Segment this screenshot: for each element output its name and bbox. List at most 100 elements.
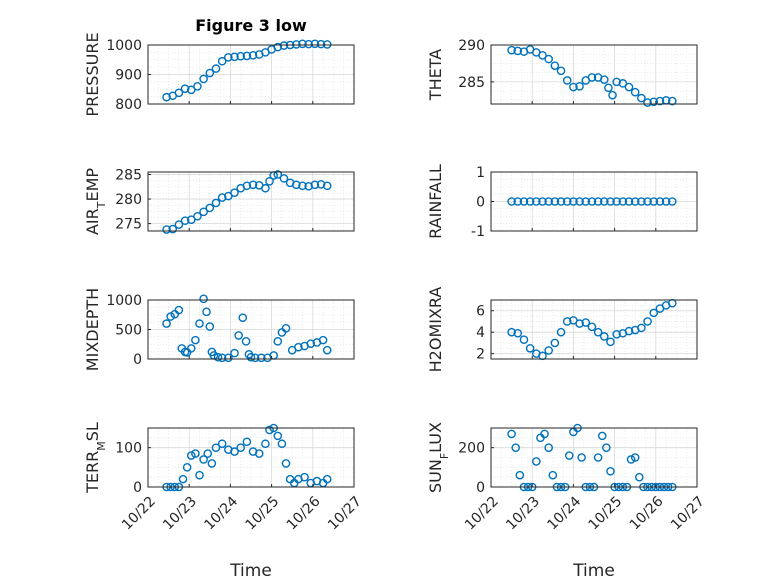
x-tick-label: 10/24 — [544, 493, 584, 533]
data-point — [174, 305, 184, 315]
data-point — [292, 180, 301, 190]
subplot-7: 0 100 10/22 10/23 10/24 10/25 10/26 10/27 TERRMS… — [83, 422, 365, 533]
data-point — [667, 197, 677, 206]
y-tick-label: 800 — [115, 97, 142, 113]
data-point — [241, 336, 251, 346]
data-point — [254, 449, 264, 458]
data-point — [515, 470, 525, 480]
data-point — [600, 75, 609, 84]
data-point — [569, 82, 578, 92]
data-point — [300, 472, 309, 482]
data-point — [211, 443, 221, 452]
y-tick-label: 100 — [115, 441, 142, 457]
data-point — [199, 207, 208, 217]
x-axis-label-right: Time — [572, 561, 615, 581]
data-point — [624, 197, 634, 206]
data-point — [193, 211, 202, 221]
data-point — [575, 197, 584, 206]
y-tick-label: 4 — [476, 325, 485, 341]
data-point — [562, 76, 572, 85]
data-point — [217, 193, 227, 202]
data-point — [236, 443, 245, 452]
data-point — [550, 61, 560, 70]
data-point — [242, 437, 252, 447]
data-point — [273, 336, 283, 346]
data-point — [202, 307, 211, 317]
data-point — [186, 215, 196, 224]
data-point — [630, 197, 640, 206]
data-point — [655, 197, 665, 206]
data-point — [205, 68, 215, 78]
data-point — [174, 88, 184, 98]
y-tick-label: -1 — [471, 224, 485, 240]
data-point — [246, 352, 256, 362]
data-point — [277, 439, 287, 449]
data-point — [538, 51, 547, 60]
subplot-8: 0 200 10/22 10/23 10/24 10/25 10/26 10/27 SUNFLU… — [426, 422, 708, 533]
y-tick-label: 1000 — [106, 293, 142, 309]
data-point — [168, 224, 178, 234]
data-point — [186, 344, 196, 353]
data-point — [637, 197, 646, 206]
x-axis-label-left: Time — [229, 561, 272, 581]
subplot-2: 285 290 THETA — [426, 38, 698, 107]
data-point — [230, 188, 239, 197]
y-tick-label: 2 — [476, 347, 485, 363]
data-point — [248, 180, 258, 190]
y-axis-label: AIRTEMP — [83, 168, 108, 235]
data-point — [581, 318, 591, 327]
y-axis-label: PRESSURE — [83, 32, 102, 116]
data-point — [540, 429, 549, 439]
data-point — [224, 53, 233, 62]
y-tick-label: 0 — [476, 195, 485, 211]
data-point — [593, 327, 603, 337]
data-point — [564, 451, 574, 460]
subplot-4: -1 0 1 RAINFALL — [426, 164, 698, 240]
data-point — [242, 181, 252, 191]
data-point — [602, 443, 611, 452]
data-point — [507, 197, 516, 206]
data-point — [649, 197, 659, 206]
data-point — [635, 472, 644, 482]
data-point — [236, 51, 245, 61]
data-point — [322, 474, 332, 484]
data-point — [292, 40, 301, 49]
data-point — [180, 216, 190, 225]
data-point — [600, 332, 609, 341]
x-tick-label: 10/23 — [160, 494, 200, 534]
data-point — [203, 449, 213, 458]
data-point — [265, 177, 274, 186]
y-tick-label: 280 — [115, 192, 142, 208]
data-point — [600, 197, 609, 206]
y-tick-label: 290 — [458, 38, 485, 54]
data-point — [186, 451, 196, 460]
y-tick-label: 285 — [115, 167, 142, 183]
y-axis-label-main: THETA — [426, 49, 445, 101]
data-point — [261, 183, 270, 193]
y-axis-label-main: TERR — [83, 451, 102, 494]
data-point — [294, 342, 303, 352]
data-point — [261, 439, 270, 449]
data-point — [238, 313, 248, 323]
data-point — [191, 449, 200, 458]
data-point — [273, 170, 283, 179]
x-tick-label: 10/25 — [586, 494, 626, 534]
data-point — [322, 181, 332, 191]
y-axis-label-tail: SL — [83, 422, 102, 441]
data-point — [186, 85, 196, 95]
data-point — [655, 96, 665, 106]
data-point — [205, 203, 215, 213]
data-point — [310, 180, 320, 190]
data-point — [207, 459, 217, 468]
data-point — [304, 181, 313, 191]
data-point — [162, 319, 171, 328]
y-axis-label: TERRMSL — [83, 422, 108, 494]
y-axis-label-main: RAINFALL — [426, 164, 445, 239]
data-point — [519, 197, 529, 206]
data-point — [224, 191, 233, 201]
data-point — [612, 77, 621, 87]
data-point — [316, 179, 326, 189]
data-point — [306, 339, 316, 348]
data-point — [532, 457, 541, 466]
